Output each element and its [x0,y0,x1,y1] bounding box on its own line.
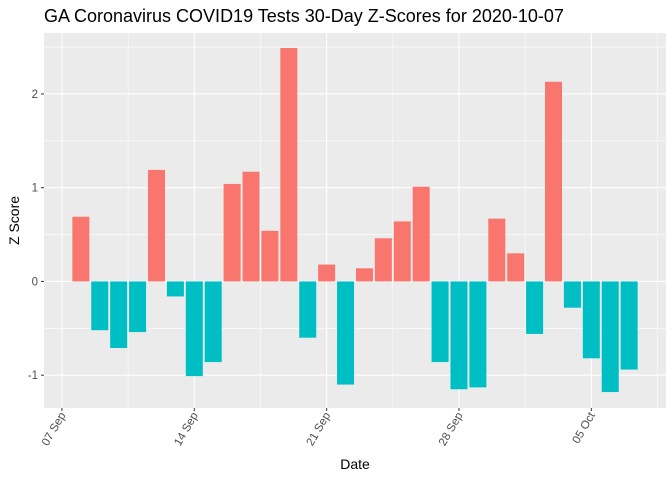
bar [374,238,392,282]
grid-major [44,33,666,408]
bar [620,281,638,370]
bar [129,281,147,333]
bar [563,281,581,308]
bar [223,183,241,282]
bar [185,281,203,377]
y-axis-title: Z Score [6,196,22,245]
bar [526,281,544,334]
bar [601,281,619,393]
bar [582,281,600,359]
bar [431,281,449,363]
bar [337,281,355,385]
y-tick-label: -1 [28,370,38,382]
x-tick-label: 05 Oct [571,410,599,446]
bar [72,216,90,282]
bar [488,218,506,282]
x-tick-label: 14 Sep [172,411,201,449]
x-axis: 07 Sep 14 Sep 21 Sep 28 Sep 05 Oct [40,408,598,448]
bar [299,281,317,338]
x-tick-label: 21 Sep [305,411,334,449]
plot-panel [44,33,666,408]
bars [72,48,638,393]
y-tick-label: 1 [32,183,38,195]
bar [166,281,184,297]
bar [242,171,260,282]
bar [280,48,298,282]
bar [450,281,468,390]
bar [110,281,128,348]
bar [147,169,165,282]
y-tick-label: 2 [32,89,38,101]
bar [91,281,109,331]
bar [412,186,430,282]
x-tick-label: 07 Sep [40,411,69,449]
chart-title: GA Coronavirus COVID19 Tests 30-Day Z-Sc… [44,6,564,26]
bar [318,264,336,282]
bar [261,230,279,282]
bar [469,281,487,388]
x-axis-title: Date [340,456,370,472]
y-tick-label: 0 [32,276,38,288]
bar [507,253,525,282]
bar [355,268,373,282]
bar [204,281,222,363]
bar [393,221,411,282]
grid-minor [44,33,666,408]
y-axis: -1 0 1 2 [28,89,44,382]
bar [545,81,563,282]
x-tick-label: 28 Sep [437,411,466,449]
